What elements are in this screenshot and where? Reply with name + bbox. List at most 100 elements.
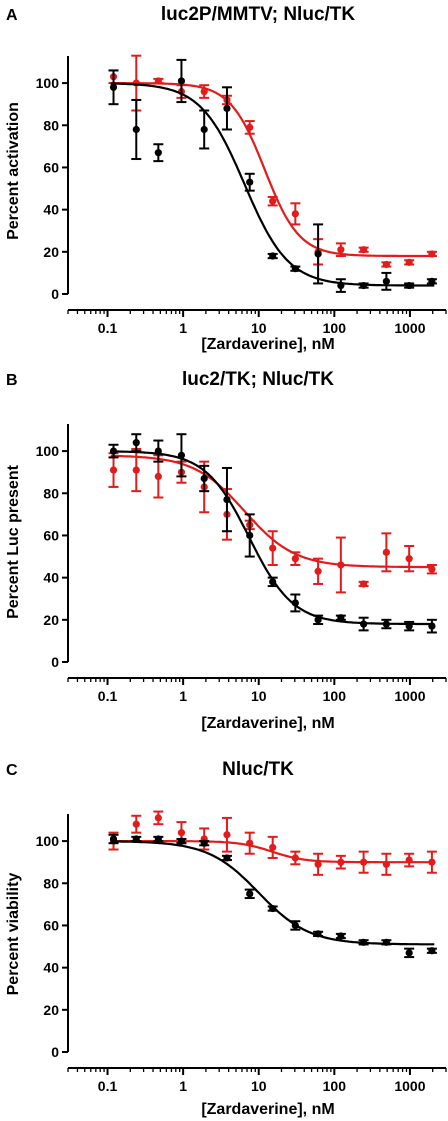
data-point bbox=[223, 854, 231, 862]
data-point bbox=[405, 949, 413, 957]
chart-title-a: luc2P/MMTV; Nluc/TK bbox=[161, 4, 356, 25]
data-point bbox=[291, 921, 299, 930]
data-point bbox=[177, 77, 186, 85]
y-tick-label: 60 bbox=[43, 917, 59, 933]
x-axis-label-c: [Zardaverine], nM bbox=[201, 1101, 334, 1118]
data-point bbox=[246, 178, 254, 186]
data-point bbox=[360, 580, 368, 588]
data-point bbox=[314, 860, 322, 868]
data-point bbox=[314, 250, 322, 258]
data-point bbox=[132, 820, 140, 828]
data-point bbox=[428, 277, 436, 285]
data-point bbox=[246, 890, 254, 898]
data-point bbox=[337, 281, 345, 290]
x-tick-label: 1000 bbox=[394, 320, 425, 336]
data-point bbox=[132, 439, 140, 447]
y-tick-label: 40 bbox=[43, 202, 59, 218]
y-tick-label: 100 bbox=[36, 75, 60, 91]
x-tick-label: 10 bbox=[251, 1078, 267, 1094]
x-tick-label: 1 bbox=[179, 320, 187, 336]
data-point bbox=[154, 447, 162, 455]
panel-label-c: C bbox=[6, 762, 18, 779]
y-tick-label: 0 bbox=[51, 654, 59, 670]
data-point bbox=[337, 614, 345, 622]
data-point bbox=[200, 87, 208, 96]
panel-c: C Nluc/TK Percent viability [Zardaverine… bbox=[5, 759, 447, 1118]
data-point bbox=[337, 858, 345, 866]
data-point bbox=[246, 123, 254, 131]
y-tick-label: 40 bbox=[43, 570, 59, 586]
data-point bbox=[269, 843, 277, 852]
data-point bbox=[314, 616, 322, 624]
data-point bbox=[291, 555, 299, 563]
data-point bbox=[246, 531, 254, 540]
data-point bbox=[382, 277, 390, 285]
data-point bbox=[360, 858, 368, 866]
x-tick-label: 100 bbox=[323, 1078, 347, 1094]
x-tick-label: 0.1 bbox=[98, 688, 118, 704]
panel-a: A luc2P/MMTV; Nluc/TK Percent activation… bbox=[5, 4, 447, 353]
data-point bbox=[405, 281, 413, 290]
data-point bbox=[154, 77, 162, 85]
data-point bbox=[337, 932, 345, 940]
data-point bbox=[154, 149, 162, 157]
data-point bbox=[337, 246, 345, 254]
data-point bbox=[382, 860, 390, 868]
data-point bbox=[405, 555, 413, 563]
y-axis-label-c: Percent viability bbox=[5, 873, 22, 996]
data-point bbox=[405, 258, 413, 266]
data-point bbox=[132, 466, 140, 474]
data-point bbox=[291, 854, 299, 862]
data-point bbox=[428, 858, 436, 866]
y-tick-label: 60 bbox=[43, 527, 59, 543]
chart-title-b: luc2/TK; Nluc/TK bbox=[182, 369, 334, 390]
data-point bbox=[382, 260, 390, 269]
x-tick-label: 1 bbox=[179, 688, 187, 704]
data-point bbox=[200, 125, 208, 134]
data-point bbox=[154, 472, 162, 480]
y-tick-label: 40 bbox=[43, 960, 59, 976]
y-tick-label: 0 bbox=[51, 1044, 59, 1060]
data-point bbox=[428, 565, 436, 573]
y-tick-label: 80 bbox=[43, 875, 59, 891]
data-point bbox=[405, 622, 413, 630]
y-tick-label: 20 bbox=[43, 612, 59, 628]
data-point bbox=[269, 578, 277, 586]
x-tick-label: 1000 bbox=[394, 1078, 425, 1094]
x-tick-label: 1 bbox=[179, 1078, 187, 1094]
data-point bbox=[382, 938, 390, 946]
data-point bbox=[269, 904, 277, 913]
y-tick-label: 100 bbox=[36, 833, 60, 849]
x-tick-label: 0.1 bbox=[98, 1078, 118, 1094]
x-tick-label: 100 bbox=[323, 688, 347, 704]
data-point bbox=[223, 104, 231, 112]
data-point bbox=[109, 447, 118, 455]
x-tick-label: 0.1 bbox=[98, 320, 118, 336]
x-axis-label-a: [Zardaverine], nM bbox=[201, 336, 334, 353]
data-point bbox=[269, 252, 277, 260]
y-axis-label-b: Percent Luc present bbox=[5, 464, 22, 619]
plot-c: 0 20 40 60 80 100 0.1 1 10 100 1000 bbox=[36, 810, 447, 1094]
plot-a: 0 20 40 60 80 100 0.1 1 10 100 1000 bbox=[36, 54, 447, 336]
y-tick-label: 20 bbox=[43, 244, 59, 260]
y-axis-label-a: Percent activation bbox=[5, 102, 22, 240]
y-tick-label: 60 bbox=[43, 159, 59, 175]
data-point bbox=[360, 938, 368, 946]
data-point bbox=[291, 210, 299, 218]
panel-label-a: A bbox=[6, 7, 18, 24]
data-point bbox=[428, 250, 436, 258]
data-point bbox=[200, 474, 208, 483]
data-point bbox=[337, 561, 345, 569]
data-point bbox=[269, 544, 277, 552]
data-point bbox=[154, 814, 162, 822]
data-point bbox=[109, 835, 118, 843]
data-point bbox=[177, 451, 186, 459]
data-point bbox=[428, 622, 436, 630]
data-point bbox=[177, 837, 186, 845]
x-axis-label-b: [Zardaverine], nM bbox=[201, 715, 334, 732]
data-point bbox=[382, 620, 390, 628]
data-point bbox=[109, 83, 118, 91]
x-tick-label: 10 bbox=[251, 688, 267, 704]
y-tick-label: 100 bbox=[36, 443, 60, 459]
